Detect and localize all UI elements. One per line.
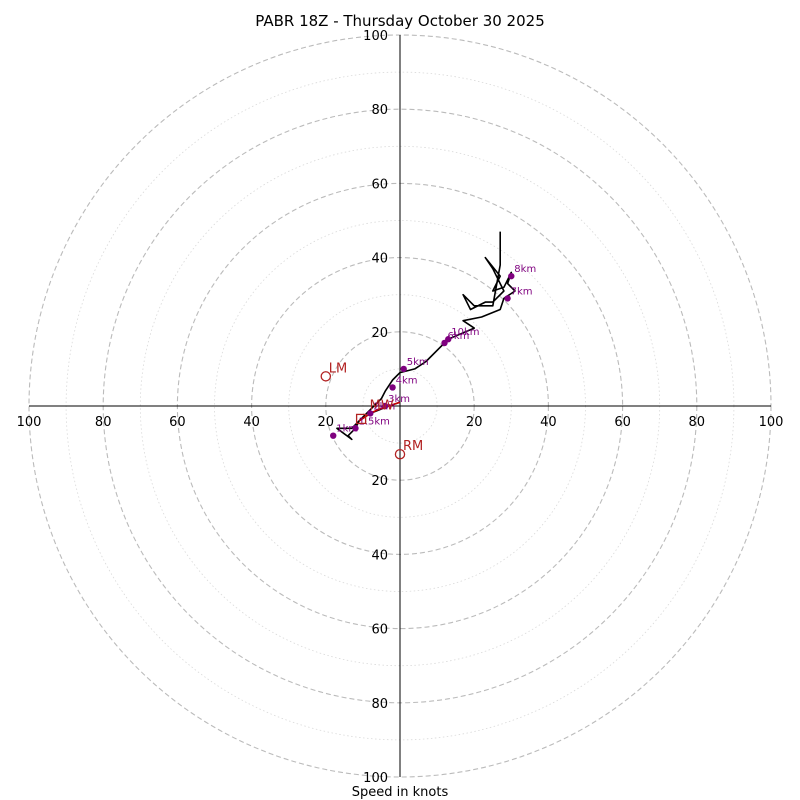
u-tick-label: 60 — [169, 415, 186, 430]
x-axis-label: Speed in knots — [352, 785, 449, 800]
u-tick-label: 80 — [95, 415, 112, 430]
v-tick-label: 40 — [371, 252, 388, 267]
height-marker-label: 5km — [407, 357, 429, 368]
storm-motion-marker — [394, 448, 406, 460]
storm-motion-markers: LM RM MW — [320, 361, 423, 460]
v-tick-label: 80 — [371, 697, 388, 712]
wind-trace-line — [336, 231, 516, 441]
height-marker-dot — [381, 402, 389, 410]
storm-motion-marker — [320, 371, 332, 382]
storm-motion-label: LM — [329, 361, 347, 376]
u-tick-label: 20 — [318, 415, 335, 430]
height-marker-dot — [400, 365, 407, 373]
axes — [29, 35, 771, 777]
height-marker-label: 7km — [511, 286, 533, 297]
height-marker-dot — [367, 410, 374, 417]
height-marker-label: 10km — [451, 327, 479, 338]
height-marker-label: 4km — [396, 375, 418, 386]
u-tick-label: 40 — [243, 415, 260, 430]
v-tick-label: 60 — [371, 177, 388, 192]
v-tick-label: 80 — [371, 103, 388, 118]
height-marker-dot — [352, 425, 359, 432]
height-marker-dot — [445, 336, 452, 343]
wind-traces — [336, 231, 516, 441]
height-marker-dot — [330, 432, 337, 439]
height-marker-label: 6km — [448, 331, 470, 342]
v-tick-label: 20 — [371, 474, 388, 489]
height-marker-dot — [504, 295, 511, 302]
tick-labels: 100 80 60 40 20 20 40 60 80 100 100 80 60 40 20 20 40 60 8… — [17, 29, 784, 786]
v-tick-label: 100 — [363, 29, 388, 44]
height-marker-label: 3km — [388, 394, 410, 405]
u-tick-label: 100 — [759, 415, 784, 430]
height-marker-dot — [389, 384, 396, 391]
height-marker-label: 8km — [514, 264, 536, 275]
storm-motion-label: RM — [403, 439, 423, 454]
height-marker-dot — [508, 272, 515, 280]
v-tick-label: 40 — [371, 548, 388, 563]
v-tick-label: 20 — [371, 326, 388, 341]
storm-motion-marker — [355, 413, 367, 425]
height-marker-label: 1.5km — [358, 416, 389, 427]
chart-title: PABR 18Z - Thursday October 30 2025 — [255, 12, 544, 30]
u-tick-label: 100 — [17, 415, 42, 430]
v-tick-label: 100 — [363, 771, 388, 786]
storm-motion-label: MW — [370, 398, 394, 413]
v-tick-label: 60 — [371, 623, 388, 638]
u-tick-label: 60 — [614, 415, 631, 430]
u-tick-label: 20 — [466, 415, 483, 430]
u-tick-label: 80 — [689, 415, 706, 430]
low-level-trace-line — [358, 401, 401, 422]
height-marker-label: 1km — [336, 424, 358, 435]
u-tick-label: 40 — [540, 415, 557, 430]
